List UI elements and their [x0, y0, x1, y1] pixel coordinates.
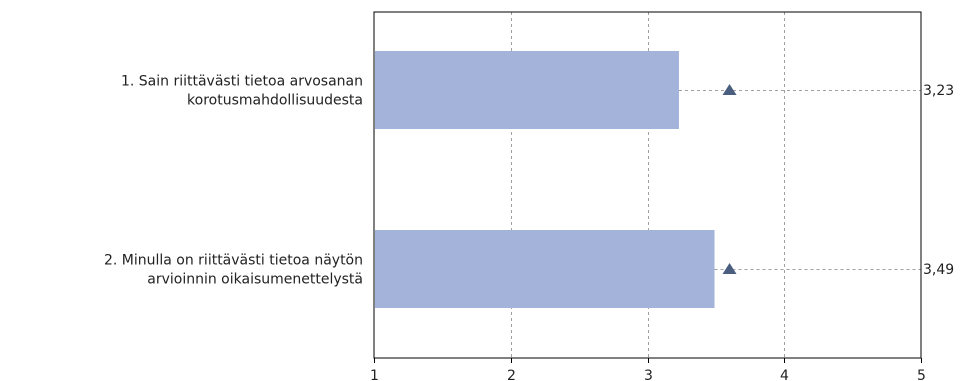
- marker-triangle: [722, 84, 737, 95]
- bar-layer: [375, 51, 715, 308]
- bar: [375, 51, 679, 129]
- bar: [375, 230, 715, 308]
- x-tick-label: 4: [780, 368, 789, 381]
- category-label: 2. Minulla on riittävästi tietoa näytön: [104, 253, 363, 269]
- tick-layer: 1 2 3 4 5: [370, 358, 926, 381]
- plot-frame: [373, 11, 922, 359]
- marker-layer: [722, 84, 737, 274]
- x-tick-label: 5: [917, 368, 926, 381]
- marker-triangle: [722, 263, 737, 274]
- category-label: arvioinnin oikaisumenettelystä: [147, 272, 363, 288]
- category-label: 1. Sain riittävästi tietoa arvosanan: [121, 74, 363, 90]
- label-layer: 3,23 1. Sain riittävästi tietoa arvosanan…: [104, 74, 954, 288]
- x-tick-label: 2: [507, 368, 516, 381]
- x-tick-label: 3: [644, 368, 653, 381]
- value-label: 3,23: [923, 83, 954, 99]
- x-tick-label: 1: [370, 368, 379, 381]
- value-label: 3,49: [923, 262, 954, 278]
- category-label: korotusmahdollisuudesta: [187, 93, 363, 109]
- leader-layer: [678, 90, 921, 270]
